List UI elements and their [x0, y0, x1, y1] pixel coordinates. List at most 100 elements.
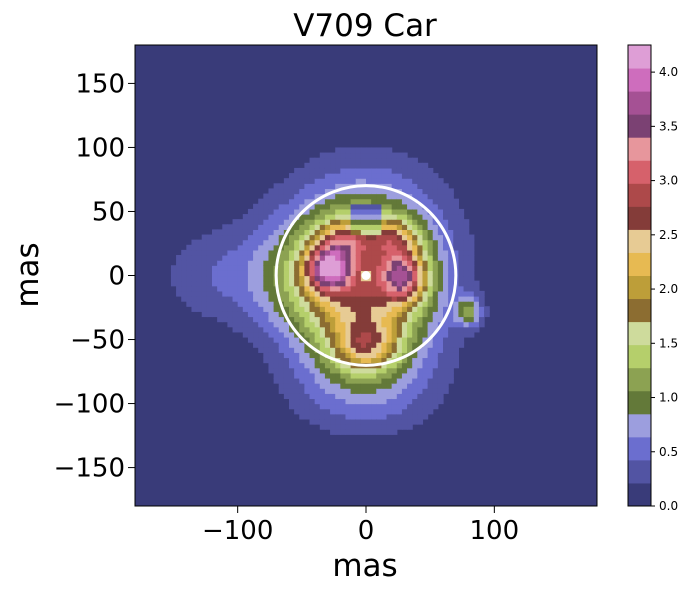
heatmap-cell	[412, 193, 418, 200]
heatmap-cell	[458, 321, 465, 328]
heatmap-cell	[396, 393, 403, 400]
heatmap-cell	[360, 265, 367, 271]
heatmap-cell	[345, 275, 352, 282]
heatmap-cell	[407, 418, 413, 425]
heatmap-cell	[448, 331, 454, 338]
heatmap-cell	[401, 249, 408, 256]
heatmap-cell	[407, 255, 413, 261]
heatmap-cell	[427, 229, 434, 236]
heatmap-cell	[376, 255, 382, 261]
heatmap-cell	[350, 265, 357, 271]
heatmap-cell	[381, 219, 388, 225]
heatmap-cell	[386, 316, 393, 323]
heatmap-cell	[443, 357, 449, 364]
heatmap-cell	[437, 377, 444, 384]
heatmap-cell	[309, 270, 316, 277]
heatmap-cell	[278, 372, 285, 379]
heatmap-cell	[350, 372, 357, 379]
heatmap-cell	[319, 372, 326, 379]
heatmap-cell	[258, 249, 264, 256]
colorbar-segment	[628, 459, 651, 484]
heatmap-cell	[283, 239, 290, 246]
heatmap-cell	[340, 377, 347, 384]
heatmap-cell	[196, 301, 203, 307]
heatmap-cell	[350, 352, 357, 359]
heatmap-cell	[196, 275, 203, 282]
heatmap-cell	[371, 321, 377, 328]
heatmap-cell	[422, 178, 429, 184]
heatmap-cell	[458, 342, 465, 348]
heatmap-cell	[407, 178, 413, 184]
heatmap-cell	[278, 383, 285, 389]
heatmap-cell	[263, 234, 270, 241]
heatmap-cell	[371, 347, 377, 353]
heatmap-cell	[206, 244, 213, 251]
heatmap-cell	[299, 244, 305, 251]
heatmap-cell	[335, 193, 341, 200]
heatmap-cell	[340, 193, 347, 200]
heatmap-cell	[427, 316, 434, 323]
heatmap-cell	[330, 167, 336, 174]
heatmap-cell	[304, 255, 311, 261]
heatmap-cell	[335, 255, 341, 261]
heatmap-cell	[278, 224, 285, 230]
heatmap-cell	[443, 377, 449, 384]
heatmap-cell	[176, 270, 182, 277]
heatmap-cell	[443, 265, 449, 271]
heatmap-cell	[309, 393, 316, 400]
heatmap-cell	[340, 260, 347, 266]
heatmap-cell	[396, 424, 403, 430]
heatmap-cell	[253, 311, 259, 318]
heatmap-cell	[350, 336, 357, 343]
heatmap-cell	[407, 316, 413, 323]
heatmap-cell	[448, 377, 454, 384]
heatmap-cell	[201, 239, 208, 246]
heatmap-cell	[335, 331, 341, 338]
heatmap-cell	[309, 234, 316, 241]
heatmap-cell	[401, 275, 408, 282]
heatmap-cell	[299, 224, 305, 230]
heatmap-cell	[319, 208, 326, 215]
heatmap-cell	[289, 331, 295, 338]
heatmap-cell	[443, 193, 449, 200]
heatmap-cell	[376, 193, 382, 200]
heatmap-cell	[360, 249, 367, 256]
heatmap-cell	[217, 295, 223, 302]
heatmap-cell	[396, 265, 403, 271]
heatmap-cell	[468, 265, 475, 271]
heatmap-cell	[432, 244, 439, 251]
heatmap-cell	[309, 255, 316, 261]
heatmap-cell	[360, 413, 367, 420]
heatmap-cell	[253, 326, 259, 333]
heatmap-cell	[319, 260, 326, 266]
heatmap-cell	[371, 424, 377, 430]
heatmap-cell	[437, 244, 444, 251]
y-tick-label: 0	[108, 262, 125, 292]
heatmap-cell	[407, 301, 413, 307]
heatmap-cell	[181, 265, 187, 271]
heatmap-cell	[412, 208, 418, 215]
heatmap-cell	[386, 244, 393, 251]
heatmap-cell	[330, 393, 336, 400]
heatmap-cell	[201, 311, 208, 318]
heatmap-cell	[376, 157, 382, 164]
heatmap-cell	[258, 229, 264, 236]
heatmap-cell	[294, 352, 300, 359]
heatmap-cell	[206, 234, 213, 241]
heatmap-cell	[314, 285, 321, 292]
heatmap-cell	[309, 249, 316, 256]
heatmap-cell	[432, 311, 439, 318]
heatmap-cell	[278, 265, 285, 271]
heatmap-cell	[412, 398, 418, 405]
heatmap-cell	[432, 219, 439, 225]
heatmap-cell	[350, 219, 357, 225]
heatmap-cell	[299, 167, 305, 174]
heatmap-cell	[222, 306, 228, 312]
heatmap-cell	[324, 219, 331, 225]
heatmap-cell	[196, 260, 203, 266]
heatmap-cell	[335, 229, 341, 236]
heatmap-cell	[212, 275, 218, 282]
heatmap-cell	[258, 301, 264, 307]
heatmap-cell	[391, 367, 398, 374]
heatmap-cell	[181, 275, 187, 282]
